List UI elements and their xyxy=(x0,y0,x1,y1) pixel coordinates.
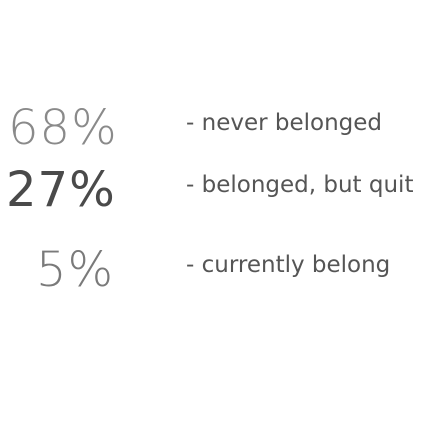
stat-row-currently-belong: 5% - currently belong xyxy=(0,240,435,300)
stat-label: - currently belong xyxy=(186,252,391,278)
stat-label: - never belonged xyxy=(186,110,383,136)
stat-value: 5% xyxy=(36,242,115,298)
stat-label: - belonged, but quit xyxy=(186,172,414,198)
stat-row-never-belonged: 68% - never belonged xyxy=(0,98,435,158)
stat-row-belonged-but-quit: 27% - belonged, but quit xyxy=(0,160,435,220)
stat-value: 27% xyxy=(6,162,116,218)
stat-value: 68% xyxy=(8,100,118,156)
